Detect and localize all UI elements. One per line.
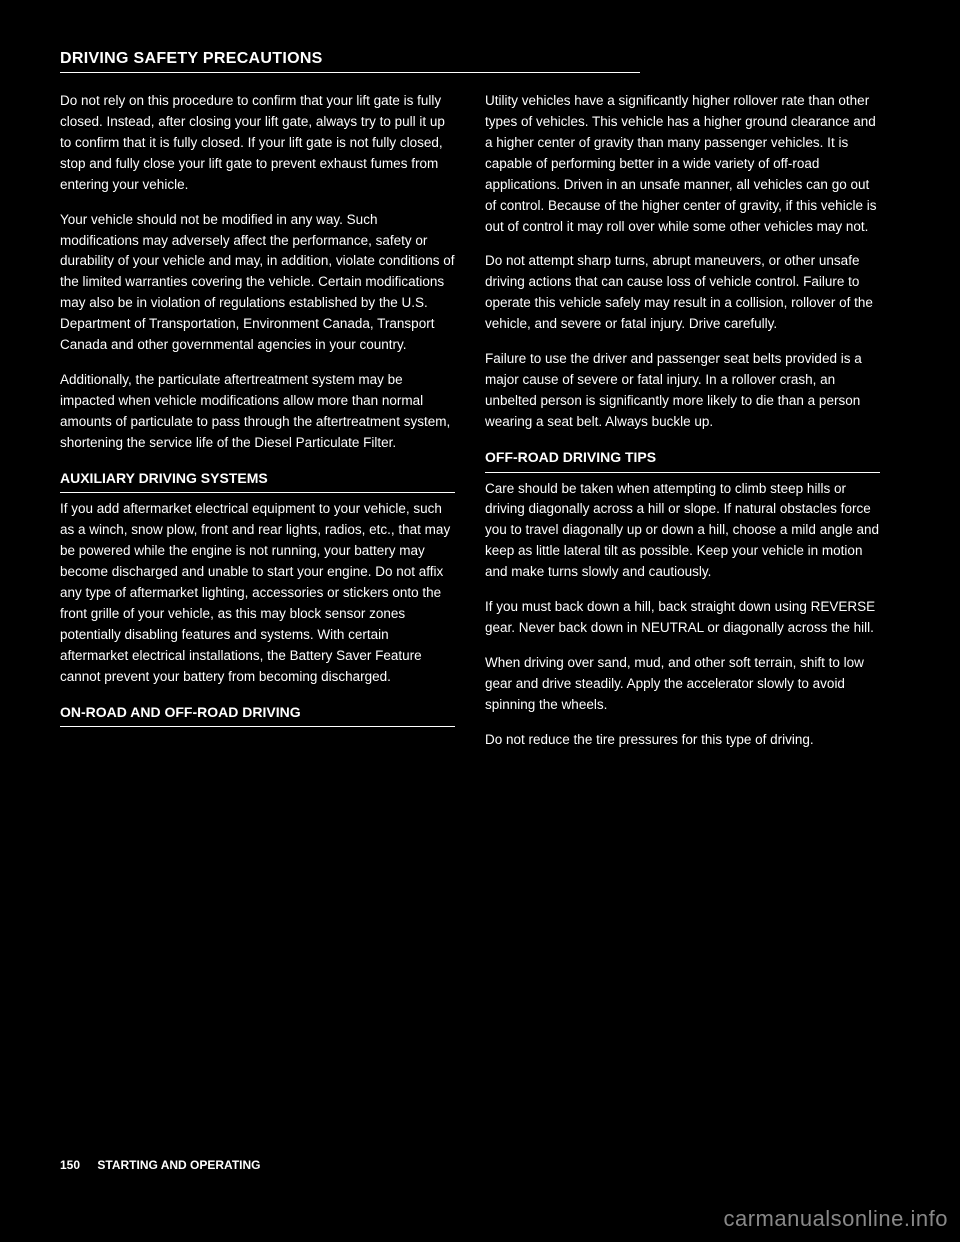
subheading-on-off-road: ON-ROAD AND OFF-ROAD DRIVING: [60, 702, 455, 728]
body-paragraph: Failure to use the driver and passenger …: [485, 349, 880, 433]
body-paragraph: If you add aftermarket electrical equipm…: [60, 499, 455, 687]
footer-section-label: STARTING AND OPERATING: [97, 1158, 260, 1172]
left-column: Do not rely on this procedure to confirm…: [60, 91, 455, 765]
page-section-title: DRIVING SAFETY PRECAUTIONS: [60, 50, 900, 68]
subheading-auxiliary-driving: AUXILIARY DRIVING SYSTEMS: [60, 468, 455, 494]
body-paragraph: Do not rely on this procedure to confirm…: [60, 91, 455, 196]
subheading-off-road-tips: OFF-ROAD DRIVING TIPS: [485, 447, 880, 473]
body-paragraph: Additionally, the particulate aftertreat…: [60, 370, 455, 454]
body-paragraph: Care should be taken when attempting to …: [485, 479, 880, 584]
page-number: 150: [60, 1158, 80, 1172]
body-paragraph: When driving over sand, mud, and other s…: [485, 653, 880, 716]
right-column: Utility vehicles have a significantly hi…: [485, 91, 880, 765]
body-paragraph: Utility vehicles have a significantly hi…: [485, 91, 880, 237]
header-rule: [60, 72, 640, 73]
body-paragraph: Your vehicle should not be modified in a…: [60, 210, 455, 356]
body-paragraph: Do not attempt sharp turns, abrupt maneu…: [485, 251, 880, 335]
body-paragraph: If you must back down a hill, back strai…: [485, 597, 880, 639]
page-footer: 150 STARTING AND OPERATING: [60, 1158, 260, 1172]
watermark-text: carmanualsonline.info: [723, 1206, 948, 1232]
content-columns: Do not rely on this procedure to confirm…: [60, 91, 900, 765]
body-paragraph: Do not reduce the tire pressures for thi…: [485, 730, 880, 751]
